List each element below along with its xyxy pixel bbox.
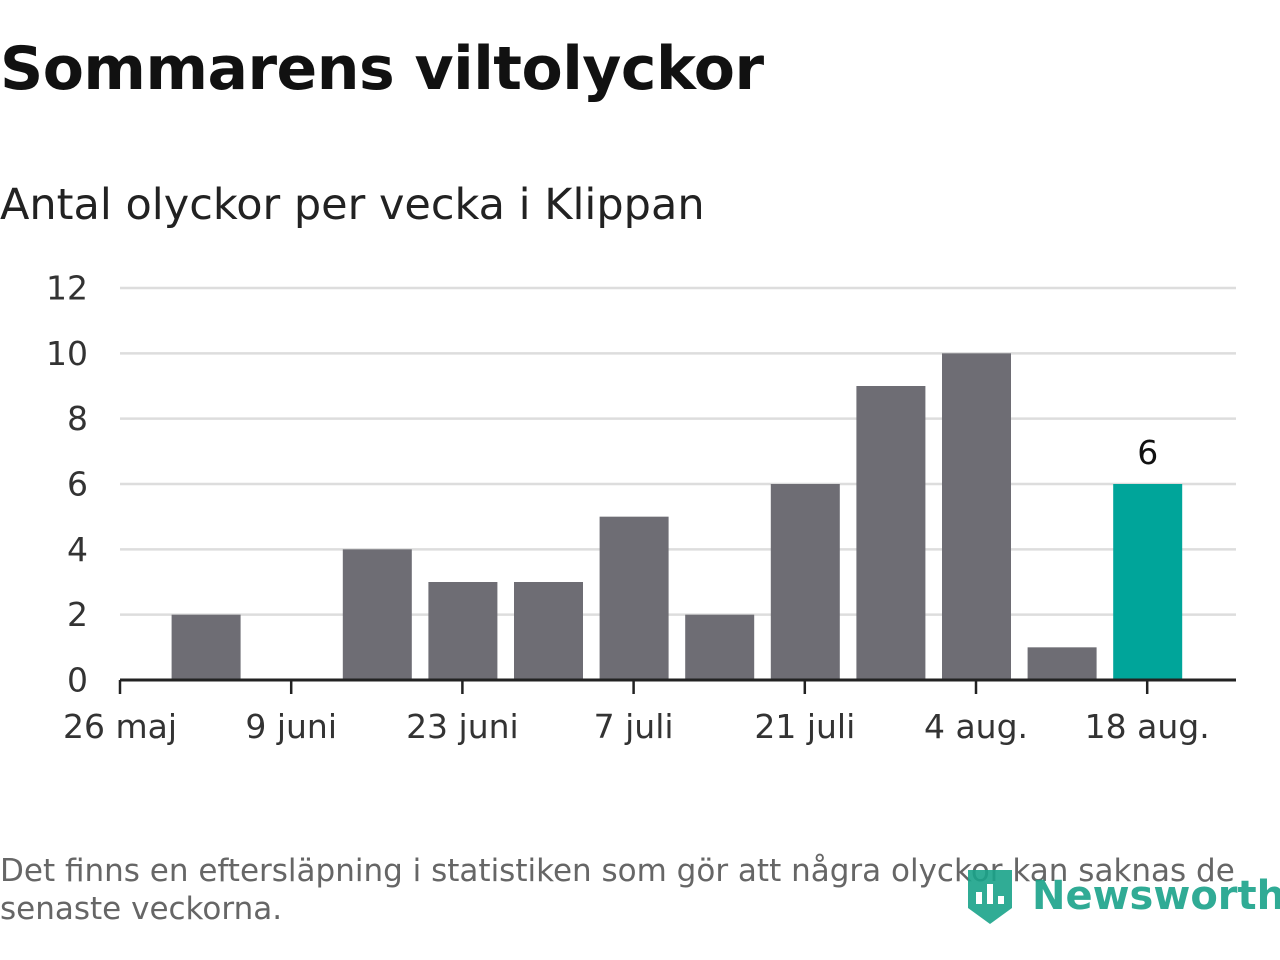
bar bbox=[856, 386, 926, 680]
bar bbox=[942, 353, 1011, 680]
bar bbox=[171, 614, 241, 680]
x-tick-label: 21 juli bbox=[754, 707, 855, 746]
bar bbox=[514, 582, 583, 680]
gridlines bbox=[120, 286, 1236, 616]
bar bbox=[1027, 647, 1097, 680]
brand: Newsworthy bbox=[964, 862, 1280, 930]
bar bbox=[1113, 484, 1183, 680]
x-axis-labels: 26 maj 9 juni 23 juni 7 juli 21 juli 4 aug. 18… bbox=[63, 707, 1210, 746]
y-tick-label: 12 bbox=[46, 269, 88, 308]
bar-chart: 0 2 4 6 8 10 12 26 maj 9 juni 23 juni 7 juli 21 ju… bbox=[46, 269, 1236, 746]
x-axis bbox=[118, 678, 1236, 694]
x-tick-label: 7 juli bbox=[594, 707, 674, 746]
y-tick-label: 6 bbox=[67, 465, 88, 504]
y-tick-label: 8 bbox=[67, 399, 88, 438]
x-tick-label: 18 aug. bbox=[1085, 707, 1210, 746]
bar bbox=[599, 516, 669, 680]
x-tick-label: 9 juni bbox=[245, 707, 337, 746]
y-tick-label: 0 bbox=[67, 661, 88, 700]
newsworthy-logo-icon bbox=[964, 862, 1016, 930]
x-tick-label: 4 aug. bbox=[924, 707, 1028, 746]
chart-title: Sommarens viltolyckor bbox=[0, 34, 764, 104]
bar bbox=[342, 549, 412, 680]
bar bbox=[770, 484, 840, 680]
footnote: Det finns en eftersläpning i statistiken… bbox=[0, 853, 1235, 927]
bar bbox=[428, 582, 498, 680]
chart-subtitle: Antal olyckor per vecka i Klippan bbox=[0, 180, 705, 230]
y-tick-label: 4 bbox=[67, 530, 88, 569]
x-tick-label: 23 juni bbox=[406, 707, 519, 746]
y-axis-labels: 0 2 4 6 8 10 12 bbox=[46, 269, 88, 700]
bar bbox=[685, 614, 755, 680]
bars bbox=[171, 353, 1183, 680]
y-tick-label: 2 bbox=[67, 595, 88, 634]
annotations: 6 bbox=[1137, 433, 1158, 472]
highlight-value-label: 6 bbox=[1137, 433, 1158, 472]
brand-name: Newsworthy bbox=[1032, 873, 1280, 919]
x-tick-label: 26 maj bbox=[63, 707, 177, 746]
y-tick-label: 10 bbox=[46, 334, 88, 373]
